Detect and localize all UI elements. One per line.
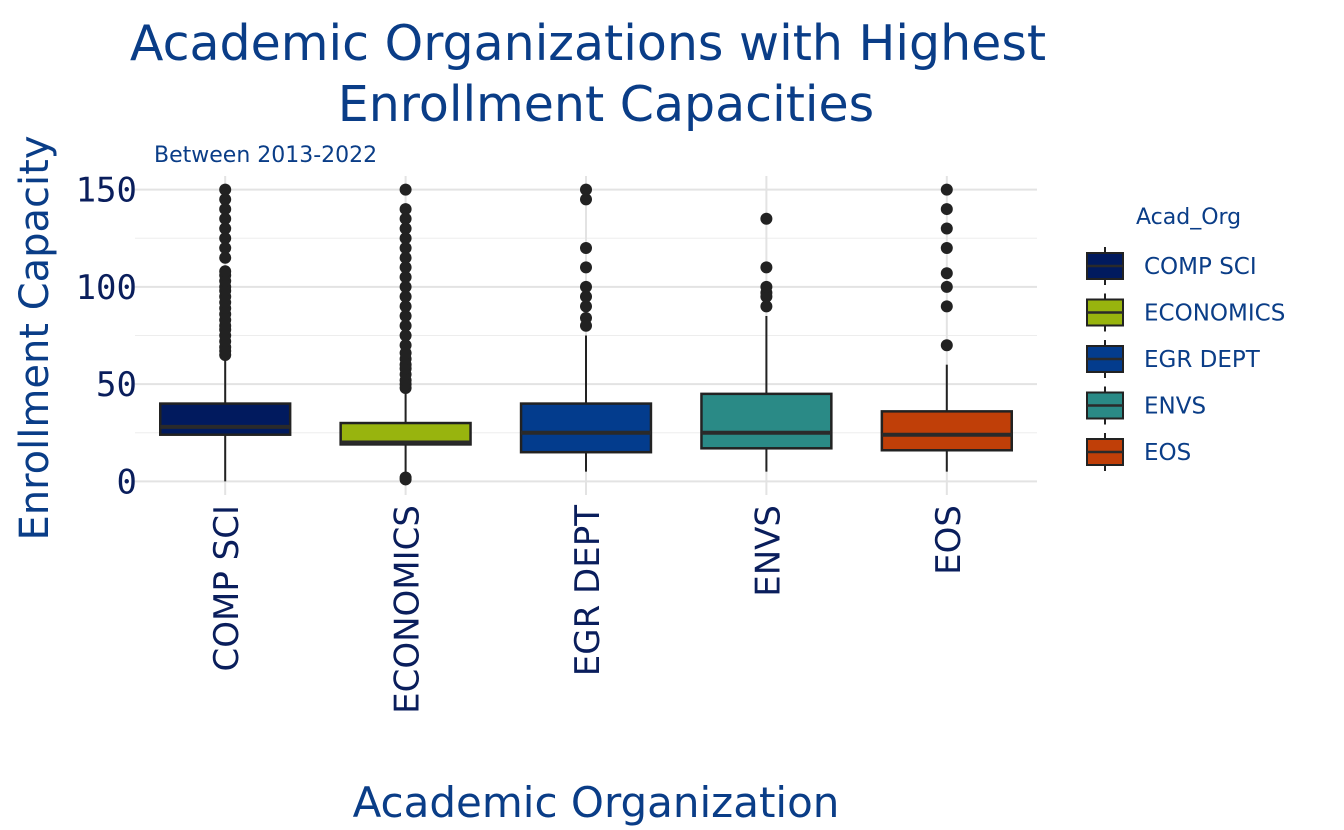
outlier-point [580, 193, 592, 206]
outlier-point [399, 212, 412, 225]
outlier-point [399, 300, 412, 313]
x-tick-label: EGR DEPT [568, 505, 608, 676]
outlier-point [399, 222, 412, 235]
outlier-point [219, 232, 232, 245]
legend-items: COMP SCI ECONOMICS EGR DEPT ENVS EOS [1086, 247, 1285, 471]
outlier-point [399, 471, 412, 484]
box-iqr [519, 402, 653, 454]
outlier-point [580, 241, 592, 254]
outlier-point [399, 329, 412, 342]
legend-label: ECONOMICS [1144, 301, 1285, 327]
y-tick-label: 150 [76, 171, 137, 211]
legend: Acad_Org COMP SCI ECONOMICS EGR DEPT ENVS EO… [1086, 205, 1285, 471]
y-tick-label: 100 [76, 268, 137, 308]
outlier-point [760, 300, 773, 313]
boxes [159, 183, 1013, 486]
y-tick-label: 0 [117, 462, 137, 502]
box-economics [339, 183, 472, 486]
outlier-point [940, 241, 953, 254]
outlier-point [399, 271, 412, 284]
x-tick-label: ENVS [748, 505, 788, 597]
outlier-point [760, 280, 773, 293]
legend-title: Acad_Org [1136, 205, 1241, 230]
legend-label: ENVS [1144, 394, 1206, 420]
box-egr-dept [519, 183, 653, 472]
outlier-point [580, 311, 592, 324]
outlier-point [399, 319, 412, 332]
outlier-point [399, 310, 412, 323]
y-axis-label: Enrollment Capacity [12, 135, 58, 540]
outlier-point [399, 203, 412, 216]
outlier-point [219, 212, 232, 225]
outlier-point [219, 193, 232, 206]
outlier-point [940, 203, 953, 216]
box-iqr [700, 392, 833, 450]
outlier-point [580, 300, 592, 313]
legend-item: EGR DEPT [1086, 340, 1261, 378]
outlier-point [940, 183, 953, 196]
x-axis-label: Academic Organization [353, 778, 840, 827]
outlier-point [219, 265, 232, 278]
legend-item: EOS [1086, 433, 1191, 471]
chart-title-line-2: Enrollment Capacities [338, 76, 874, 133]
box-eos [880, 183, 1013, 472]
x-axis: COMP SCI ECONOMICS EGR DEPT ENVS EOS [207, 505, 969, 714]
outlier-point [399, 261, 412, 274]
outlier-point [399, 232, 412, 245]
outlier-point [219, 183, 232, 196]
outlier-point [940, 222, 953, 235]
outlier-point [580, 290, 592, 303]
legend-label: COMP SCI [1144, 254, 1257, 280]
legend-item: COMP SCI [1086, 247, 1257, 285]
outlier-point [580, 261, 592, 274]
outlier-point [219, 251, 232, 264]
outlier-point [219, 241, 232, 254]
y-axis: 0 50 100 150 [76, 171, 137, 503]
chart-subtitle: Between 2013-2022 [154, 143, 377, 168]
outlier-point [399, 280, 412, 293]
x-tick-label: EOS [929, 505, 969, 575]
outlier-point [219, 203, 232, 216]
outlier-point [399, 251, 412, 264]
outlier-point [399, 241, 412, 254]
legend-item: ECONOMICS [1086, 293, 1285, 332]
legend-item: ENVS [1086, 386, 1206, 425]
outlier-point [940, 339, 953, 352]
chart-title-line-1: Academic Organizations with Highest [130, 15, 1046, 72]
outlier-point [580, 183, 592, 196]
legend-label: EOS [1144, 440, 1191, 466]
outlier-point [219, 222, 232, 235]
outlier-point [940, 267, 953, 280]
outlier-point [399, 290, 412, 303]
outlier-point [580, 280, 592, 293]
outlier-point [399, 183, 412, 196]
box-envs [700, 212, 833, 472]
outlier-point [760, 212, 773, 225]
legend-label: EGR DEPT [1144, 347, 1261, 373]
outlier-point [940, 280, 953, 293]
outlier-point [760, 261, 773, 274]
y-tick-label: 50 [96, 365, 137, 405]
box-iqr [159, 402, 292, 436]
outlier-point [940, 300, 953, 313]
box-comp-sci [159, 183, 292, 482]
box-iqr [880, 410, 1013, 452]
x-tick-label: COMP SCI [207, 505, 247, 672]
x-tick-label: ECONOMICS [388, 505, 428, 714]
outlier-point [399, 339, 412, 352]
